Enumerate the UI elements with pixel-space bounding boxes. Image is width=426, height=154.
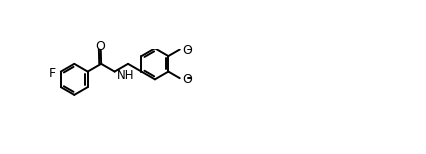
Text: O: O <box>182 45 192 57</box>
Text: NH: NH <box>117 69 135 82</box>
Text: F: F <box>49 67 56 80</box>
Text: O: O <box>182 73 192 86</box>
Text: O: O <box>96 40 106 53</box>
